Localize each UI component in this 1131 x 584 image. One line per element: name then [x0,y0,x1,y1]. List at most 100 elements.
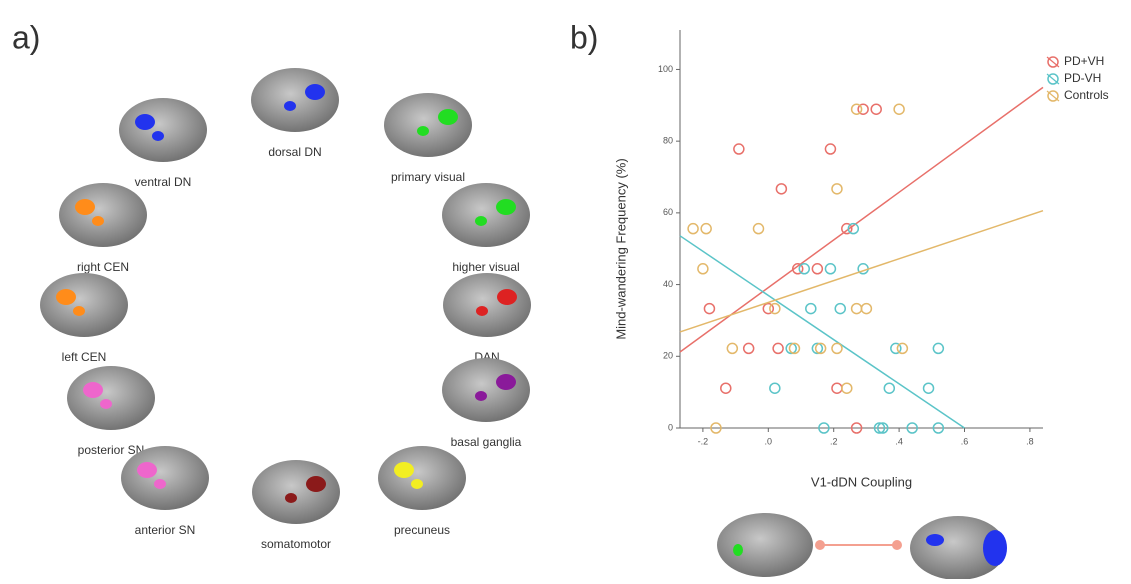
x-tick-label: .0 [765,436,773,446]
blob [152,131,164,141]
blob [926,534,944,546]
blob [438,109,458,125]
blob [394,462,414,478]
network-label: somatomotor [261,537,331,551]
brain [378,446,466,510]
network-label: precuneus [394,523,450,537]
point [700,222,712,235]
brain [910,516,1006,580]
point [798,263,811,275]
point [769,382,781,394]
point [733,143,745,155]
legend-marker [1047,73,1059,85]
blob [983,530,1007,566]
point [772,342,784,355]
x-tick-label: .8 [1026,436,1034,446]
legend-slash [1046,56,1060,68]
coupling-diagram [717,513,1007,580]
brain [443,273,531,337]
blob [476,306,488,316]
blob [411,479,423,489]
point [873,422,886,434]
point [769,302,781,315]
blob [475,216,487,226]
brain [442,358,530,422]
point [850,103,863,115]
blob [284,101,296,111]
point [890,342,902,355]
brain [67,366,155,430]
y-tick-label: 60 [663,207,673,217]
point [932,342,945,355]
blob [56,289,76,305]
point [896,342,909,355]
point [785,342,797,355]
legend-slash [1046,73,1060,85]
blob [475,391,487,401]
point [710,422,722,434]
brain [252,460,340,524]
point [831,342,843,355]
legend-label: PD-VH [1064,71,1101,85]
point [811,342,824,355]
point [860,302,873,315]
point [847,222,860,235]
point [824,143,837,155]
brains: dorsal DN ventral DN primary visual right C… [40,68,531,551]
node [815,540,825,550]
fit-line [679,86,1044,353]
point [877,422,889,434]
point [818,422,830,434]
y-tick-label: 40 [663,279,673,289]
brain [717,513,813,577]
x-tick-label: .2 [830,436,838,446]
network-label: ventral DN [135,175,192,189]
network-label: primary visual [391,170,465,184]
blob [137,462,157,478]
blob [497,289,517,305]
point [824,263,837,275]
point [752,222,765,235]
brain [119,98,207,162]
point [775,183,788,195]
point [857,103,869,115]
point [788,342,801,355]
brain [251,68,339,132]
x-tick-label: -.2 [698,436,709,446]
point [834,302,846,315]
blob [306,476,326,492]
legend-marker [1047,90,1059,102]
legend-slash [1046,90,1060,102]
y-tick-label: 100 [658,64,673,74]
point [762,302,775,315]
blob [92,216,104,226]
blob [496,199,516,215]
x-tick-label: .4 [895,436,903,446]
network-label: higher visual [452,260,519,274]
x-tick-label: .6 [961,436,969,446]
blob [733,544,743,556]
point [720,382,732,394]
point [814,342,827,355]
y-tick-label: 80 [663,136,673,146]
point [850,302,863,315]
blob [75,199,95,215]
blob [285,493,297,503]
blob [496,374,516,390]
brain [442,183,530,247]
point [841,382,853,394]
blob [417,126,429,136]
point [703,302,716,315]
point [791,263,804,275]
brain [121,446,209,510]
blob [100,399,112,409]
network-label: left CEN [62,350,107,364]
point [870,103,882,115]
panel-label: b) [570,19,598,55]
y-axis-label: Mind-wandering Frequency (%) [613,158,628,339]
point [906,422,918,434]
brain [40,273,128,337]
network-label: anterior SN [135,523,196,537]
network-label: right CEN [77,260,129,274]
network-label: dorsal DN [268,145,321,159]
